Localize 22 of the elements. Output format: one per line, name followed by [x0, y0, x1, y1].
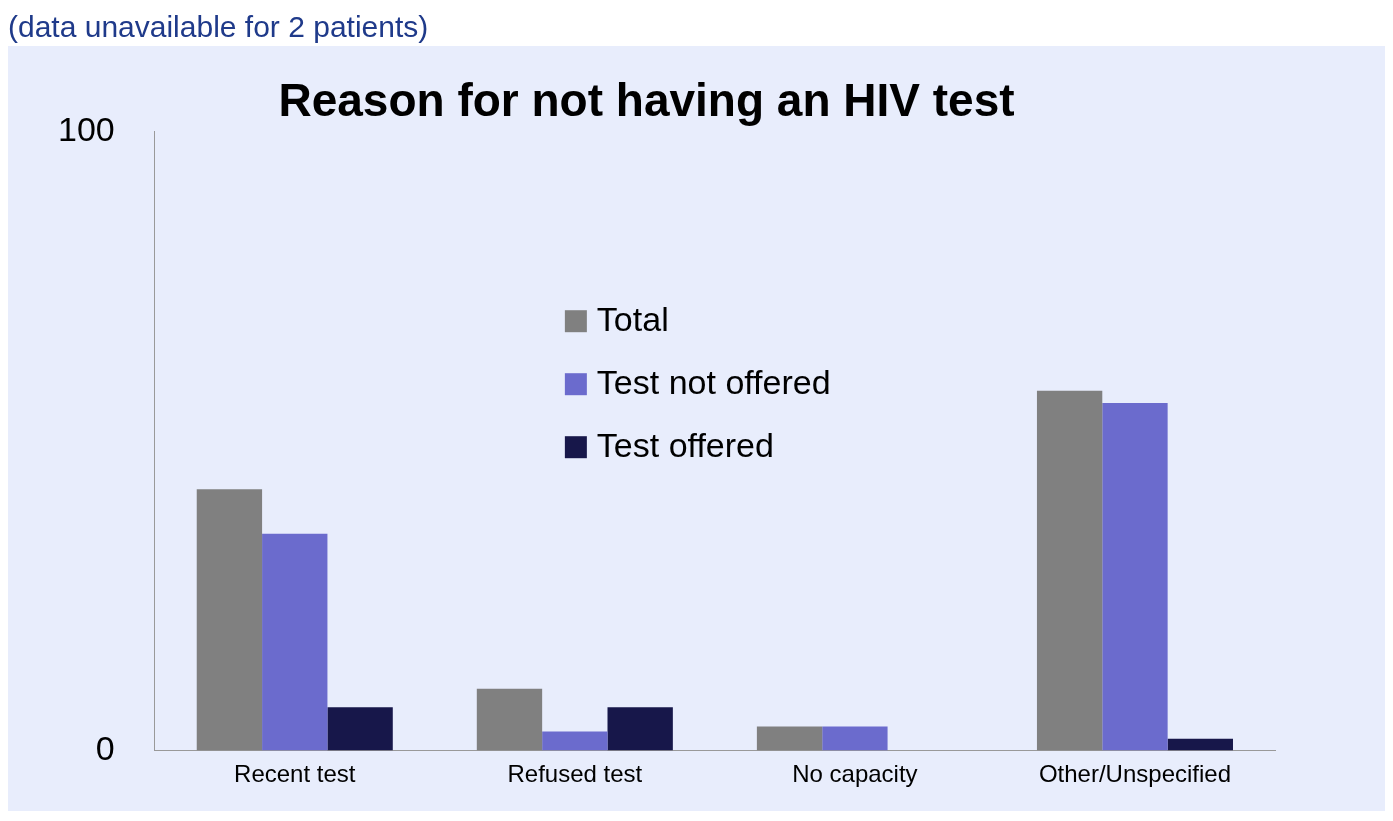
bar — [196, 489, 263, 751]
chart-subtitle: (data unavailable for 2 patients) — [8, 9, 430, 45]
bar — [756, 726, 823, 751]
y-tick-label: 0 — [95, 728, 115, 767]
legend-label: Test offered — [596, 425, 774, 464]
x-tick-label: Other/Unspecified — [1038, 759, 1232, 787]
bar — [1102, 403, 1168, 751]
bar — [822, 726, 888, 751]
bar — [327, 707, 393, 751]
x-tick-label: No capacity — [792, 759, 918, 787]
bar — [607, 707, 673, 751]
x-tick-label: Recent test — [234, 759, 356, 787]
bar — [542, 731, 608, 751]
bar — [1036, 390, 1103, 751]
legend-label: Total — [596, 299, 669, 338]
bar — [476, 688, 543, 751]
legend-label: Test not offered — [596, 362, 831, 401]
chart-title: Reason for not having an HIV test — [278, 74, 1015, 127]
bar — [262, 533, 328, 751]
x-tick-label: Refused test — [507, 759, 643, 787]
y-tick-label: 100 — [57, 109, 115, 148]
bar — [1167, 738, 1233, 751]
